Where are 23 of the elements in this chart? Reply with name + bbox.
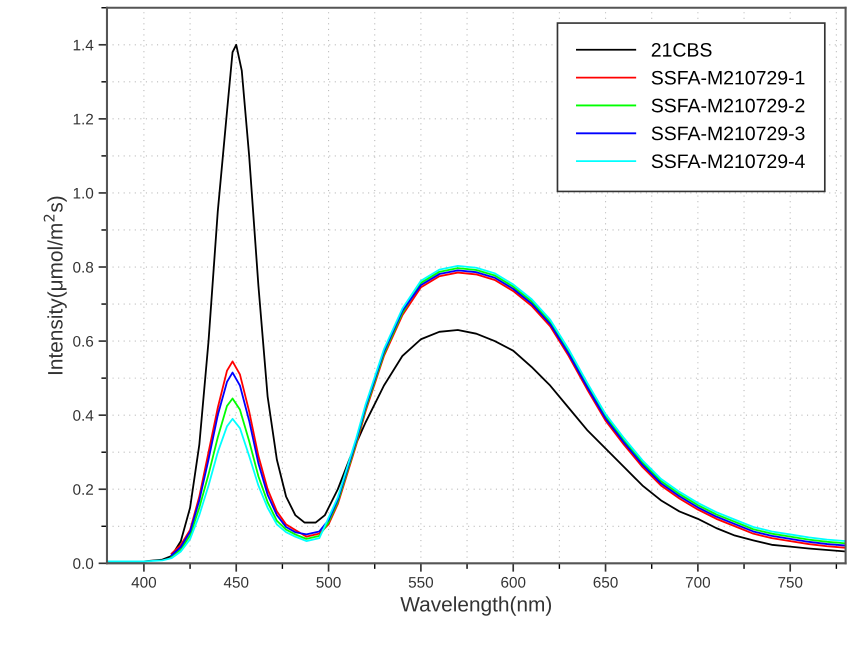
legend-label: SSFA-M210729-3 bbox=[652, 126, 805, 140]
x-tick-label: 400 bbox=[132, 576, 156, 588]
y-tick-label: 1.4 bbox=[74, 40, 94, 50]
legend-label: 21CBS bbox=[652, 42, 712, 57]
y-tick-label: 1.0 bbox=[74, 188, 94, 199]
y-tick-label: 0.8 bbox=[73, 262, 94, 273]
y-tick-label: 0.0 bbox=[73, 558, 94, 569]
y-tick-label: 0.4 bbox=[73, 410, 94, 421]
legend-label: SSFA-M210729-4 bbox=[652, 154, 805, 168]
x-tick-label: 450 bbox=[224, 576, 248, 588]
y-tick-label: 0.2 bbox=[73, 484, 94, 495]
x-tick-label: 750 bbox=[778, 576, 802, 588]
x-tick-label: 700 bbox=[686, 576, 710, 588]
x-tick-label: 650 bbox=[594, 576, 618, 588]
x-tick-label: 550 bbox=[408, 576, 434, 588]
y-tick-label: 0.6 bbox=[73, 336, 94, 347]
legend-label: SSFA-M210729-2 bbox=[652, 98, 804, 112]
y-axis-title: Intensity(μmol/m$^{2}$s) bbox=[44, 196, 67, 374]
x-tick-label: 600 bbox=[501, 576, 526, 588]
legend-label: SSFA-M210729-1 bbox=[652, 70, 804, 85]
x-tick-label: 500 bbox=[316, 576, 341, 588]
x-axis-title: Wavelength(nm) bbox=[400, 596, 552, 616]
y-tick-label: 1.2 bbox=[74, 114, 94, 124]
